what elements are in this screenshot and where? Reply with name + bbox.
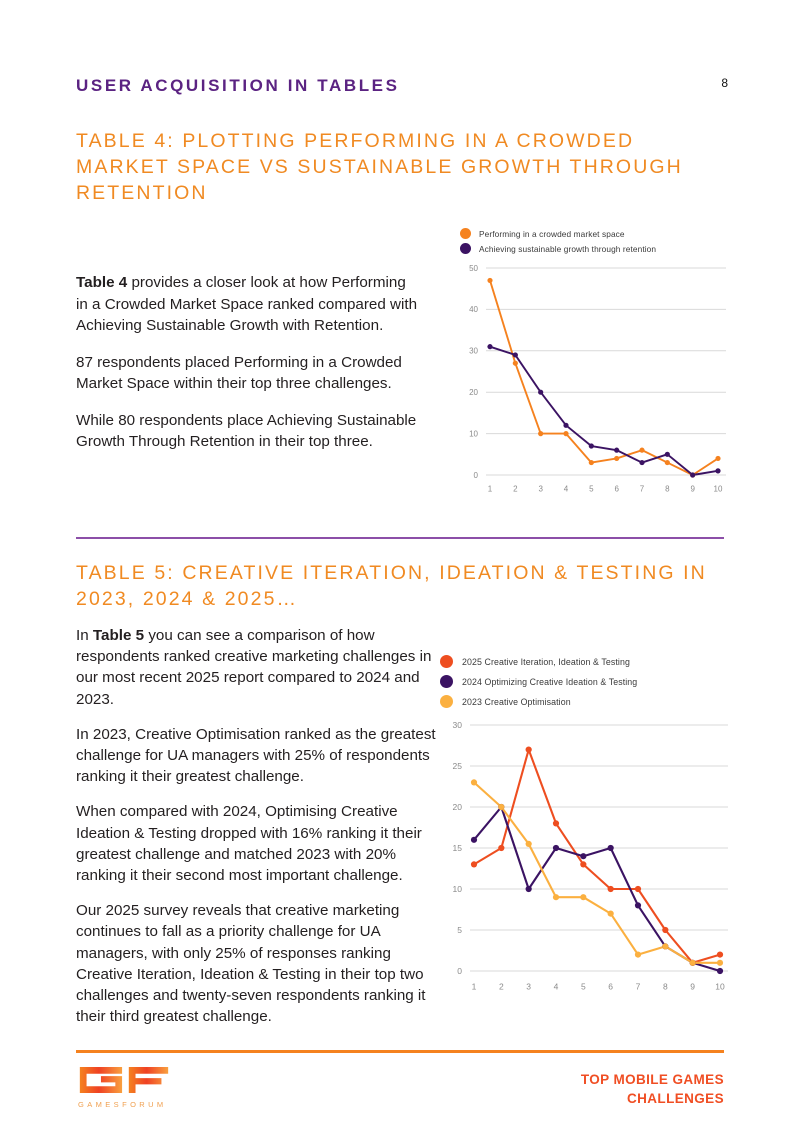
svg-text:30: 30 (469, 347, 478, 356)
svg-text:5: 5 (589, 485, 594, 494)
svg-text:3: 3 (526, 982, 531, 992)
paragraph: 87 respondents placed Performing in a Cr… (76, 352, 421, 395)
svg-text:40: 40 (469, 305, 478, 314)
chart-legend: 2025 Creative Iteration, Ideation & Test… (440, 655, 730, 708)
paragraph: While 80 respondents place Achieving Sus… (76, 410, 421, 453)
footer-line-1: TOP MOBILE GAMES (580, 1072, 724, 1087)
gamesforum-logo: GAMESFORUM (76, 1063, 196, 1109)
paragraph: Table 4 provides a closer look at how Pe… (76, 272, 421, 337)
paragraph-rest: 87 respondents placed Performing in a Cr… (76, 353, 402, 393)
footer-title: TOP MOBILE GAMES CHALLENGES (581, 1070, 724, 1108)
paragraph-pre: In (76, 627, 93, 644)
svg-text:7: 7 (640, 485, 645, 494)
svg-text:10: 10 (714, 485, 723, 494)
legend-color-swatch (460, 228, 471, 239)
legend-color-swatch (440, 675, 453, 688)
paragraph-rest: In 2023, Creative Optimisation ranked as… (76, 725, 436, 786)
paragraph-rest: While 80 respondents place Achieving Sus… (76, 411, 417, 451)
svg-text:20: 20 (469, 388, 478, 397)
svg-text:25: 25 (453, 761, 463, 771)
page-kicker: USER ACQUISITION IN TABLES (76, 76, 400, 95)
svg-text:50: 50 (469, 264, 478, 273)
chart-table-4: Performing in a crowded market space Ach… (460, 228, 730, 513)
body-text-table-4: Table 4 provides a closer look at how Pe… (76, 272, 421, 468)
svg-text:9: 9 (690, 485, 695, 494)
svg-text:8: 8 (663, 982, 668, 992)
body-text-table-5: In Table 5 you can see a comparison of h… (76, 625, 441, 1041)
gf-logo-icon (79, 1067, 169, 1093)
legend-color-swatch (440, 655, 453, 668)
svg-text:9: 9 (690, 982, 695, 992)
legend-item: 2025 Creative Iteration, Ideation & Test… (440, 655, 730, 668)
section-title-table-4: TABLE 4: PLOTTING PERFORMING IN A CROWDE… (76, 130, 683, 204)
paragraph: When compared with 2024, Optimising Crea… (76, 801, 441, 886)
paragraph-lead: Table 4 (76, 274, 128, 291)
svg-text:20: 20 (453, 802, 463, 812)
svg-text:30: 30 (453, 720, 463, 730)
paragraph: In Table 5 you can see a comparison of h… (76, 625, 441, 710)
paragraph-lead: Table 5 (92, 627, 145, 644)
legend-label: 2024 Optimizing Creative Ideation & Test… (462, 676, 638, 687)
legend-item: Achieving sustainable growth through ret… (460, 243, 730, 254)
legend-item: 2023 Creative Optimisation (440, 695, 730, 708)
svg-text:15: 15 (453, 843, 463, 853)
paragraph-rest: you can see a comparison of how responde… (76, 627, 432, 708)
legend-label: 2023 Creative Optimisation (462, 696, 571, 707)
svg-text:4: 4 (554, 982, 559, 992)
paragraph-rest: Our 2025 survey reveals that creative ma… (76, 902, 426, 1026)
paragraph: In 2023, Creative Optimisation ranked as… (76, 724, 441, 788)
page-number: 8 (721, 76, 728, 90)
legend-label: Performing in a crowded market space (479, 228, 625, 239)
svg-text:1: 1 (472, 982, 477, 992)
logo-wordmark: GAMESFORUM (78, 1100, 167, 1109)
legend-item: Performing in a crowded market space (460, 228, 730, 239)
svg-text:10: 10 (715, 982, 725, 992)
section-title-table-5: TABLE 5: CREATIVE ITERATION, IDEATION & … (76, 562, 707, 610)
footer-line-2: CHALLENGES (626, 1091, 724, 1106)
legend-color-swatch (440, 695, 453, 708)
legend-item: 2024 Optimizing Creative Ideation & Test… (440, 675, 730, 688)
svg-text:4: 4 (564, 485, 569, 494)
svg-text:0: 0 (457, 966, 462, 976)
paragraph-rest: provides a closer look at how Performing… (76, 274, 418, 334)
footer-rule (76, 1050, 724, 1053)
line-chart-svg: 0 5 10 15 20 25 30 1 2 3 4 5 6 7 8 9 10 (453, 720, 728, 992)
chart-table-5: 2025 Creative Iteration, Ideation & Test… (440, 655, 730, 1000)
svg-text:10: 10 (453, 884, 463, 894)
svg-text:5: 5 (581, 982, 586, 992)
svg-text:3: 3 (538, 485, 543, 494)
svg-text:0: 0 (474, 471, 479, 480)
chart-legend: Performing in a crowded market space Ach… (460, 228, 730, 254)
chart-plot-area: 0 5 10 15 20 25 30 1 2 3 4 5 6 7 8 9 10 (440, 715, 730, 1005)
svg-text:8: 8 (665, 485, 670, 494)
svg-text:6: 6 (608, 982, 613, 992)
svg-text:7: 7 (636, 982, 641, 992)
svg-text:2: 2 (499, 982, 504, 992)
legend-color-swatch (460, 243, 471, 254)
svg-text:5: 5 (457, 925, 462, 935)
paragraph-rest: When compared with 2024, Optimising Crea… (76, 803, 422, 885)
legend-label: 2025 Creative Iteration, Ideation & Test… (462, 656, 630, 667)
legend-label: Achieving sustainable growth through ret… (479, 243, 657, 254)
svg-text:10: 10 (469, 429, 478, 438)
svg-text:2: 2 (513, 485, 518, 494)
section-divider (76, 537, 724, 539)
svg-text:1: 1 (488, 485, 493, 494)
paragraph: Our 2025 survey reveals that creative ma… (76, 900, 441, 1027)
line-chart-svg: 0 10 20 30 40 50 1 2 3 4 5 6 7 8 9 10 (469, 264, 726, 494)
chart-plot-area: 0 10 20 30 40 50 1 2 3 4 5 6 7 8 9 10 (460, 260, 730, 505)
svg-text:6: 6 (614, 485, 619, 494)
